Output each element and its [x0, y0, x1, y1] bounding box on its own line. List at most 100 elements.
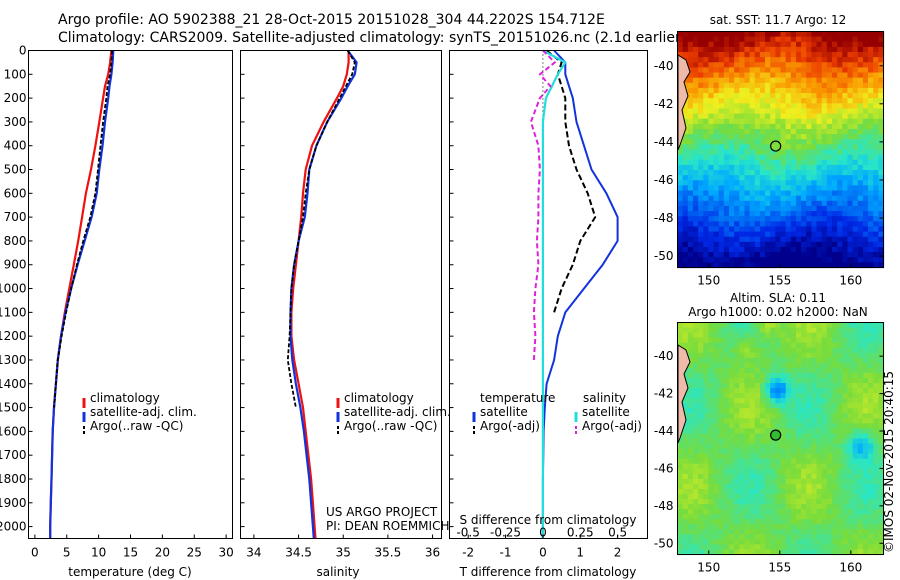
map-cell — [806, 377, 812, 384]
map-cell — [744, 36, 751, 43]
map-cell — [832, 393, 838, 399]
map-cell — [816, 108, 823, 115]
map-cell — [682, 463, 689, 470]
map-cell — [857, 170, 864, 176]
map-cell — [718, 483, 725, 490]
map-cell — [687, 423, 694, 430]
map-cell — [718, 544, 725, 551]
map-cell — [785, 216, 792, 222]
map-cell — [832, 87, 838, 94]
map-cell — [723, 448, 730, 455]
map-cell — [873, 357, 879, 364]
map-cell — [698, 549, 704, 556]
header-line-2: Climatology: CARS2009. Satellite-adjuste… — [58, 30, 686, 46]
map-cell — [873, 62, 879, 69]
map-cell — [842, 252, 849, 258]
map-cell — [790, 413, 797, 419]
map-cell — [837, 134, 843, 140]
map-cell — [878, 216, 885, 222]
map-cell — [718, 72, 725, 79]
map-cell — [868, 418, 874, 424]
map-cell — [857, 453, 864, 460]
map-cell — [754, 134, 761, 140]
map-cell — [816, 139, 823, 145]
map-cell — [703, 322, 709, 329]
map-cell — [754, 154, 761, 161]
map-cell — [862, 357, 869, 364]
map-cell — [698, 211, 704, 217]
map-cell — [801, 144, 807, 151]
map-cell — [847, 529, 854, 535]
map-cell — [713, 534, 720, 540]
map-cell — [873, 499, 879, 505]
map-cell — [862, 190, 869, 197]
map-cell — [775, 347, 782, 354]
map-cell — [790, 67, 797, 74]
map-cell — [739, 388, 746, 394]
map-cell — [734, 154, 740, 161]
map-cell — [832, 408, 838, 414]
map-cell — [857, 67, 864, 74]
map-cell — [801, 453, 807, 460]
map-cell — [857, 221, 864, 228]
map-cell — [806, 418, 812, 424]
map-cell — [847, 195, 854, 202]
map-cell — [682, 473, 689, 480]
map-cell — [862, 72, 869, 79]
map-cell — [723, 352, 730, 359]
map-cell — [692, 488, 699, 495]
map-cell — [806, 448, 812, 455]
map-cell — [703, 41, 709, 48]
map-cell — [765, 337, 771, 344]
map-cell — [826, 211, 833, 217]
map-cell — [811, 103, 818, 110]
map-cell — [873, 262, 879, 269]
map-cell — [816, 46, 823, 53]
map-cell — [801, 128, 807, 135]
map-cell — [698, 36, 704, 43]
map-cell — [842, 77, 849, 84]
map-cell — [842, 352, 849, 359]
map-cell — [852, 67, 859, 74]
map-cell — [816, 458, 823, 465]
map-cell — [821, 519, 828, 525]
map-cell — [806, 347, 812, 354]
map-cell — [842, 113, 849, 120]
map-cell — [873, 519, 879, 525]
map-cell — [749, 108, 756, 115]
map-cell — [734, 408, 740, 414]
map-cell — [832, 473, 838, 480]
map-cell — [862, 36, 869, 43]
map-cell — [749, 453, 756, 460]
map-cell — [821, 36, 828, 43]
map-cell — [826, 337, 833, 344]
map-cell — [806, 514, 812, 520]
map-cell — [795, 175, 802, 181]
map-cell — [801, 539, 807, 546]
map-cell — [842, 93, 849, 99]
map-cell — [857, 342, 864, 349]
map-cell — [754, 211, 761, 217]
map-cell — [852, 458, 859, 465]
map-cell — [765, 180, 771, 187]
depth-tick-label: 600 — [4, 186, 27, 200]
map-cell — [718, 504, 725, 510]
map-cell — [837, 428, 843, 435]
map-cell — [723, 408, 730, 414]
map-cell — [713, 372, 720, 379]
map-cell — [754, 77, 761, 84]
map-cell — [837, 377, 843, 384]
map-cell — [873, 473, 879, 480]
map-cell — [734, 342, 740, 349]
map-cell — [759, 347, 766, 354]
map-cell — [780, 72, 787, 79]
map-cell — [816, 433, 823, 440]
map-cell — [703, 231, 709, 238]
map-cell — [692, 87, 699, 94]
map-cell — [826, 332, 833, 339]
map-cell — [744, 252, 751, 258]
x-tick-label: 20 — [155, 546, 170, 560]
map-cell — [862, 519, 869, 525]
map-cell — [832, 190, 838, 197]
